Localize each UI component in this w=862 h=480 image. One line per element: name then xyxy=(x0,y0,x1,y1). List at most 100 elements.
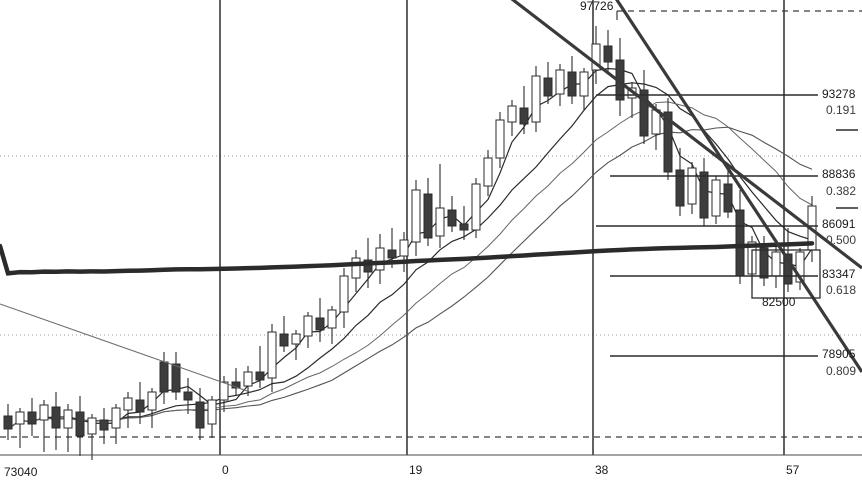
fib-ratio-label: 0.500 xyxy=(826,233,857,247)
candle-body xyxy=(123,397,133,411)
candle-body xyxy=(51,406,61,429)
support-line xyxy=(0,303,251,393)
candle xyxy=(207,396,217,438)
candle xyxy=(543,62,553,104)
moving-average-long xyxy=(0,241,815,276)
price-level-label: 93278 xyxy=(822,87,856,101)
channel-upper xyxy=(510,0,862,270)
candle xyxy=(75,396,85,456)
time-axis-label: 57 xyxy=(786,463,800,477)
candle-body xyxy=(567,71,577,97)
candle xyxy=(615,38,625,116)
candle-body xyxy=(543,77,553,97)
candle-body xyxy=(447,209,457,227)
fib-ratio-label: 0.809 xyxy=(826,364,857,378)
candle xyxy=(291,330,301,360)
candle-body xyxy=(531,75,541,123)
candle xyxy=(159,352,169,404)
candle-body xyxy=(675,169,685,207)
candle-body xyxy=(735,209,745,277)
candle xyxy=(435,164,445,248)
candle-body xyxy=(723,183,733,213)
candle xyxy=(339,268,349,328)
candle-body xyxy=(399,239,409,257)
candle-body xyxy=(351,257,361,279)
candle-body xyxy=(267,331,277,379)
candle xyxy=(255,346,265,388)
price-level-label: 86091 xyxy=(822,217,856,231)
candle xyxy=(267,324,277,392)
candle xyxy=(231,368,241,396)
candle xyxy=(39,400,49,452)
price-level-label: 78905 xyxy=(822,347,856,361)
candle-body xyxy=(387,249,397,259)
candle-body xyxy=(435,207,445,237)
candle-body xyxy=(147,391,157,411)
fib-ratio-label: 0.191 xyxy=(826,103,857,117)
candle xyxy=(99,408,109,444)
candle-body xyxy=(699,171,709,219)
candle xyxy=(63,404,73,452)
candle-body xyxy=(135,399,145,413)
candle-body xyxy=(783,253,793,285)
candle xyxy=(375,234,385,284)
candle xyxy=(459,206,469,240)
candle-body xyxy=(99,419,109,431)
candle xyxy=(699,158,709,226)
candle xyxy=(663,98,673,180)
candle xyxy=(171,352,181,400)
candle xyxy=(579,68,589,110)
trendline-channel xyxy=(0,0,862,393)
candle-body xyxy=(219,381,229,401)
peak-price-label: 97726 xyxy=(580,0,614,13)
fib-ratio-label: 0.382 xyxy=(826,184,857,198)
candle-body xyxy=(579,71,589,97)
candle-body xyxy=(39,404,49,421)
channel-lower xyxy=(615,0,862,373)
right-edge-ticks xyxy=(836,129,858,209)
candle-body xyxy=(243,371,253,387)
time-axis-label: 0 xyxy=(222,463,229,477)
candle xyxy=(315,298,325,342)
candle xyxy=(87,414,97,460)
candle xyxy=(471,178,481,238)
candle-body xyxy=(63,409,73,429)
box-price-label: 82500 xyxy=(762,295,796,309)
candle xyxy=(411,180,421,256)
candle xyxy=(303,312,313,348)
price-level-label: 83347 xyxy=(822,267,856,281)
candle xyxy=(279,316,289,352)
candle-body xyxy=(507,105,517,123)
candle-body xyxy=(363,259,373,273)
vertical-time-gridlines xyxy=(219,0,785,455)
consolidation-rect xyxy=(751,249,821,299)
candle-body xyxy=(183,391,193,401)
candle xyxy=(51,392,61,450)
candle-body xyxy=(75,411,85,437)
candle-body xyxy=(471,183,481,231)
candle xyxy=(123,392,133,428)
price-level-label: 88836 xyxy=(822,167,856,181)
candle xyxy=(15,408,25,448)
candle xyxy=(327,306,337,344)
candle-body xyxy=(663,111,673,173)
candle xyxy=(795,248,805,290)
candle xyxy=(195,388,205,440)
moving-average-mid xyxy=(7,82,813,430)
candlesticks xyxy=(3,26,817,460)
low-price-label: 73040 xyxy=(4,465,38,479)
candle-body xyxy=(519,107,529,125)
candle-body xyxy=(495,119,505,159)
candle-body xyxy=(483,157,493,187)
candle-body xyxy=(423,193,433,239)
candle xyxy=(675,148,685,216)
candle xyxy=(591,26,601,84)
candle-body xyxy=(339,275,349,313)
time-axis-label: 19 xyxy=(409,463,423,477)
candle xyxy=(399,232,409,272)
candle xyxy=(495,112,505,168)
candle-body xyxy=(771,251,781,277)
candle-body xyxy=(291,333,301,345)
